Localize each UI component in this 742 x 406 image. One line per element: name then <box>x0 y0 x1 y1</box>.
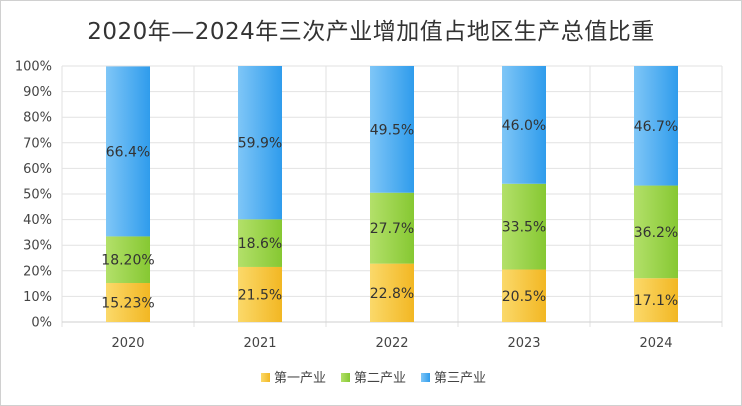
data-label: 18.20% <box>101 253 154 269</box>
y-tick-label: 100% <box>15 60 52 75</box>
data-label: 17.1% <box>634 293 678 309</box>
y-tick-label: 30% <box>23 239 52 254</box>
x-tick-label: 2020 <box>111 336 144 351</box>
data-label: 66.4% <box>106 144 150 160</box>
data-labels: 15.23% 18.20% 66.4% 21.5% 18.6% 59.9% 22.8% 27.… <box>101 118 678 312</box>
bar-segment <box>238 66 282 220</box>
bar-segment <box>634 66 678 186</box>
bar-segment <box>634 185 678 279</box>
y-axis: 0% 10% 20% 30% 40% 50% 60% 70% 80% 90% 100% <box>15 60 52 331</box>
y-tick-label: 0% <box>31 316 52 331</box>
data-label: 33.5% <box>502 220 546 236</box>
bar-segment <box>238 219 282 267</box>
legend-swatch <box>261 373 270 382</box>
y-tick-label: 70% <box>23 136 52 151</box>
data-label: 20.5% <box>502 289 546 305</box>
x-tick-label: 2022 <box>375 336 408 351</box>
legend-swatch <box>341 373 350 382</box>
x-axis: 2020 2021 2022 2023 2024 <box>111 336 672 351</box>
y-tick-label: 90% <box>23 85 52 100</box>
legend-label: 第二产业 <box>354 371 406 386</box>
bar-segment <box>106 236 150 284</box>
bar-segment <box>370 66 414 193</box>
data-label: 15.23% <box>101 296 154 312</box>
bar-segment <box>502 183 546 270</box>
x-tick-label: 2021 <box>243 336 276 351</box>
data-label: 18.6% <box>238 236 282 252</box>
bar-segment <box>106 283 150 322</box>
bar-segment <box>370 263 414 322</box>
y-tick-label: 60% <box>23 162 52 177</box>
legend: 第一产业 第二产业 第三产业 <box>261 371 486 386</box>
data-label: 21.5% <box>238 287 282 303</box>
y-tick-label: 50% <box>23 188 52 203</box>
x-tick-label: 2023 <box>507 336 540 351</box>
y-tick-label: 10% <box>23 290 52 305</box>
data-label: 22.8% <box>370 286 414 302</box>
legend-swatch <box>421 373 430 382</box>
bar-segment <box>238 266 282 322</box>
data-label: 46.7% <box>634 119 678 135</box>
bar-segment <box>634 278 678 322</box>
y-tick-label: 80% <box>23 111 52 126</box>
legend-label: 第一产业 <box>274 371 326 386</box>
bar-segment <box>502 269 546 322</box>
bar-segment <box>502 66 546 184</box>
data-label: 49.5% <box>370 122 414 138</box>
bar-segment <box>106 66 150 237</box>
y-tick-label: 20% <box>23 264 52 279</box>
bar-segment <box>370 192 414 264</box>
data-label: 27.7% <box>370 221 414 237</box>
y-tick-label: 40% <box>23 213 52 228</box>
data-label: 46.0% <box>502 118 546 134</box>
data-label: 36.2% <box>634 225 678 241</box>
bars <box>106 66 678 322</box>
chart-title: 2020年—2024年三次产业增加值占地区生产总值比重 <box>87 19 655 45</box>
x-tick-label: 2024 <box>639 336 672 351</box>
legend-label: 第三产业 <box>434 371 486 386</box>
data-label: 59.9% <box>238 136 282 152</box>
